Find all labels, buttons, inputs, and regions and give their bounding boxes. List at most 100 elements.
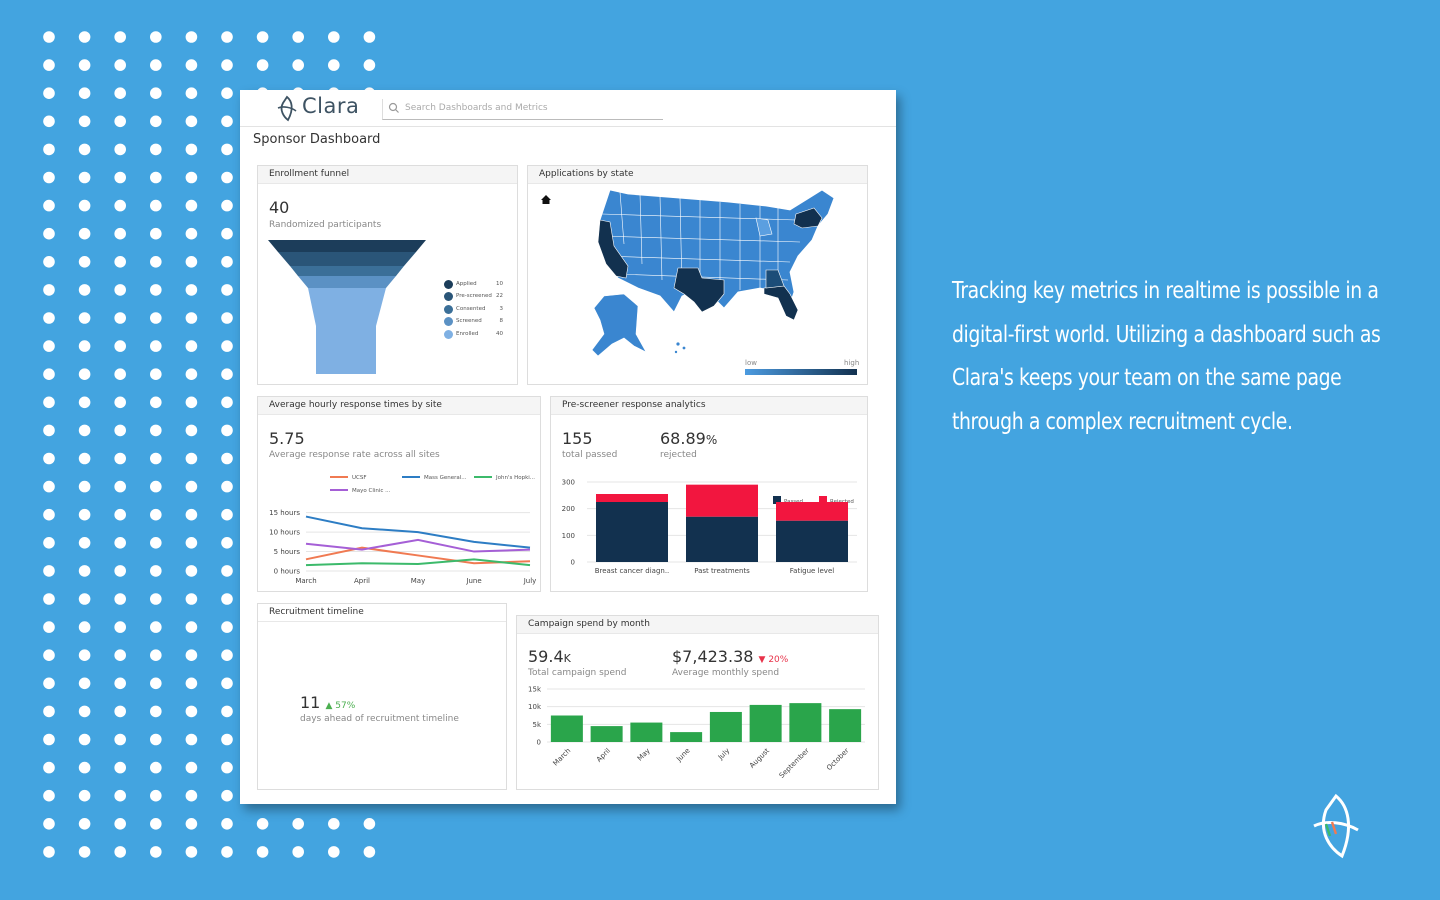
dot xyxy=(43,593,55,605)
dot xyxy=(78,705,91,718)
legend-swatch xyxy=(444,292,453,302)
map-state-florida xyxy=(763,285,799,321)
dot xyxy=(150,452,162,465)
dot xyxy=(78,115,91,128)
avg-response-value: 5.75 xyxy=(269,429,305,448)
dot xyxy=(78,733,91,746)
dot xyxy=(221,452,233,465)
dot xyxy=(221,199,233,212)
dot xyxy=(185,452,198,465)
bar xyxy=(749,704,782,742)
search-input[interactable] xyxy=(405,100,655,116)
dot xyxy=(221,537,233,549)
panel-title: Recruitment timeline xyxy=(258,604,506,622)
dot xyxy=(43,733,55,746)
dot xyxy=(150,537,162,549)
dot xyxy=(221,733,233,746)
dot xyxy=(150,340,162,352)
dot xyxy=(114,424,126,437)
total-spend-value: 59.4K xyxy=(528,647,571,666)
legend-swatch xyxy=(444,280,453,289)
dot xyxy=(78,312,91,324)
campaign-spend-bar-chart: 0 5k 10k 15k March April May June July August Sept… xyxy=(528,686,865,780)
dot xyxy=(114,621,126,633)
x-tick-label: May xyxy=(411,577,425,585)
dot xyxy=(114,677,126,690)
dot xyxy=(221,143,233,156)
dot xyxy=(150,761,162,774)
dot xyxy=(78,227,91,240)
map-state-hawaii xyxy=(674,342,686,354)
response-times-line-chart: UCSF Mass General... John's Hopki... Mayo C… xyxy=(269,475,536,585)
y-tick-label: 0 xyxy=(537,739,541,747)
rejected-unit: % xyxy=(705,433,718,447)
dot xyxy=(221,621,233,633)
y-tick-label: 200 xyxy=(562,505,575,513)
dot xyxy=(185,396,198,409)
dot xyxy=(114,143,126,156)
dot xyxy=(114,312,126,324)
days-ahead-delta: ▲ 57% xyxy=(325,701,356,711)
dot xyxy=(221,59,233,71)
dot xyxy=(150,255,162,268)
dot xyxy=(150,59,162,71)
legend-swatch xyxy=(819,496,827,504)
dot xyxy=(114,31,126,43)
legend-label: Screened xyxy=(456,318,482,325)
legend-value: 40 xyxy=(496,330,503,337)
dot xyxy=(78,761,91,774)
dot xyxy=(114,452,126,465)
dot xyxy=(221,368,233,381)
legend-value: 22 xyxy=(496,293,503,300)
legend-label: Consented xyxy=(456,305,486,312)
dot xyxy=(150,143,162,156)
dot xyxy=(221,565,233,577)
dot xyxy=(114,340,126,352)
dot xyxy=(78,368,91,381)
dot xyxy=(78,649,91,661)
dot xyxy=(43,452,55,465)
dot xyxy=(78,340,91,352)
x-tick-label: April xyxy=(595,747,612,764)
dot xyxy=(43,87,55,99)
dot xyxy=(363,846,376,858)
randomized-count: 40 xyxy=(269,198,290,217)
dot xyxy=(221,255,233,268)
legend-label: Enrolled xyxy=(456,330,479,337)
dot xyxy=(150,508,162,521)
dot xyxy=(185,59,198,71)
dashboard-card: Clara Sponsor Dashboard Enrollment funne… xyxy=(240,90,896,804)
home-icon[interactable] xyxy=(541,195,551,205)
dot xyxy=(150,677,162,690)
bar-segment xyxy=(686,484,758,517)
dot xyxy=(185,199,198,212)
dot xyxy=(114,255,126,268)
y-tick-label: 0 xyxy=(571,559,575,567)
panel-title: Pre-screener response analytics xyxy=(551,397,867,415)
dot xyxy=(43,59,55,71)
dot xyxy=(114,761,126,774)
dot xyxy=(185,480,198,493)
dot xyxy=(150,565,162,577)
legend-swatch xyxy=(773,496,781,504)
clara-logo-icon xyxy=(277,95,297,122)
dot xyxy=(185,255,198,268)
dot xyxy=(43,846,55,858)
avg-spend-number: $7,423.38 xyxy=(672,647,754,666)
dot xyxy=(221,677,233,690)
dot xyxy=(256,59,269,71)
dot xyxy=(43,115,55,128)
dot xyxy=(221,31,233,43)
response-times-panel: Average hourly response times by site 5.… xyxy=(257,396,541,592)
dot xyxy=(185,31,198,43)
map-state-borders xyxy=(599,191,801,294)
rejected-number: 68.89 xyxy=(660,429,706,448)
y-tick-label: 15k xyxy=(528,686,542,694)
funnel-legend-item: Pre-screened 22 xyxy=(444,292,508,303)
dot xyxy=(221,593,233,605)
dot xyxy=(328,818,340,830)
applications-by-state-panel: Applications by state l xyxy=(527,165,868,385)
search-box[interactable] xyxy=(382,99,663,120)
dot xyxy=(221,171,233,184)
dot xyxy=(221,115,233,128)
